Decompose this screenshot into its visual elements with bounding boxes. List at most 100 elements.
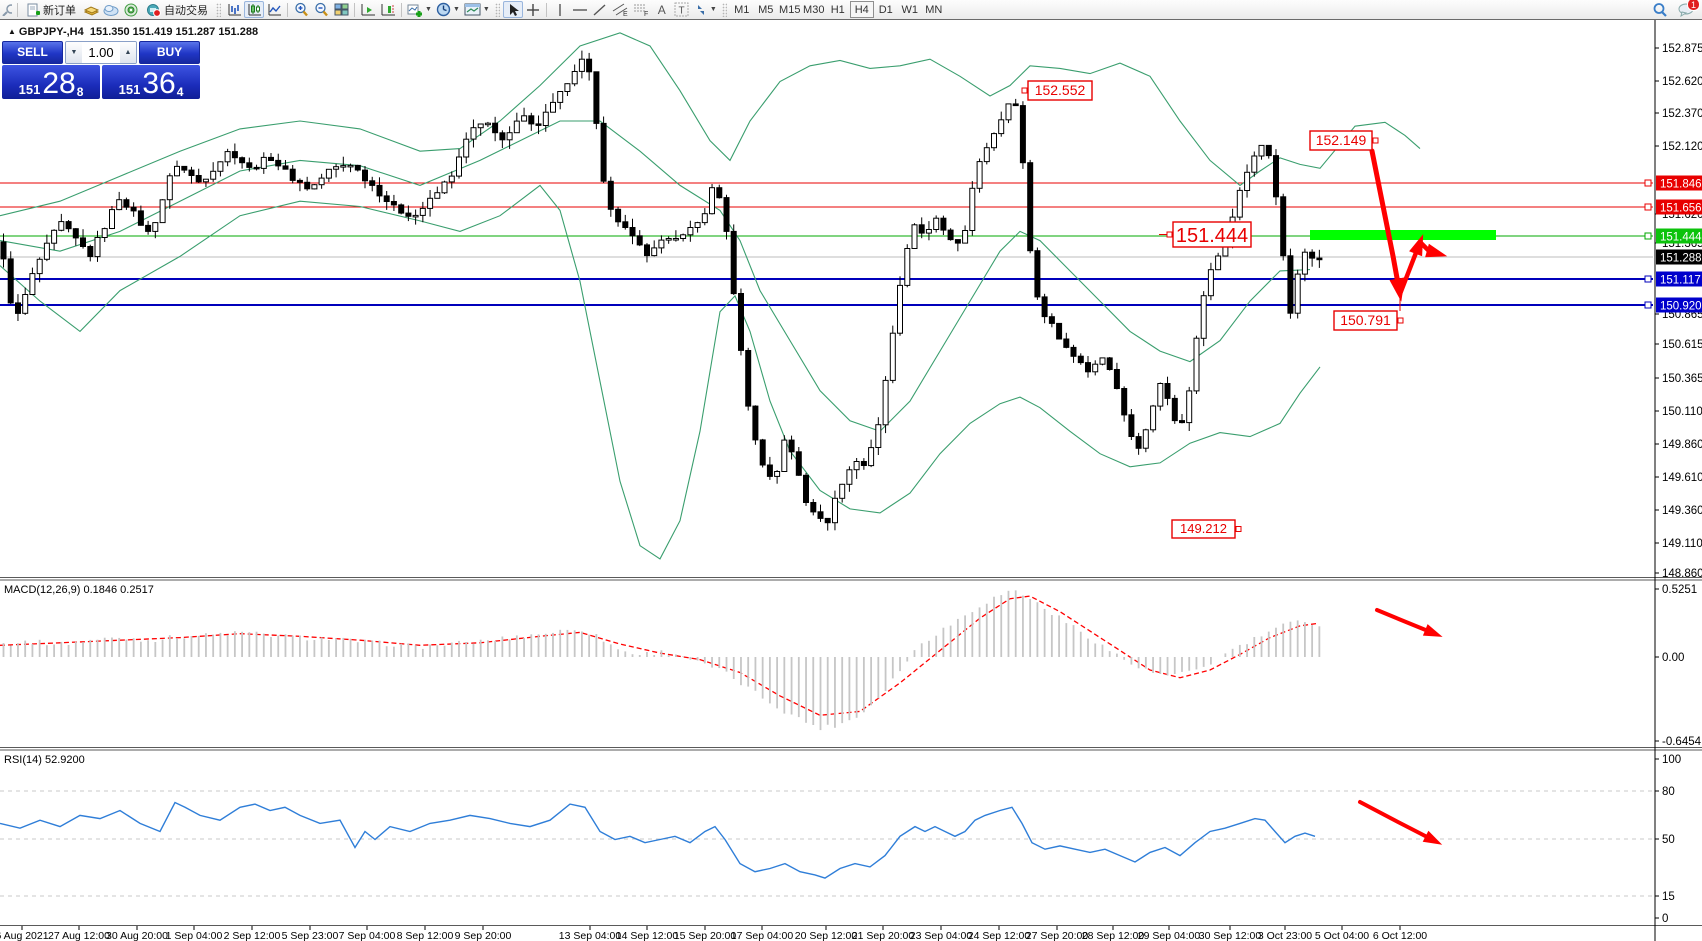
macd-title: MACD(12,26,9) 0.1846 0.2517 bbox=[4, 584, 154, 596]
sell-button[interactable]: SELL bbox=[2, 41, 63, 64]
toolbar-drag-handle[interactable] bbox=[721, 2, 727, 17]
macd-signal-line bbox=[0, 595, 1319, 716]
svg-text:149.212: 149.212 bbox=[1180, 521, 1227, 536]
svg-text:152.149: 152.149 bbox=[1316, 132, 1367, 148]
horizontal-line-tool-button[interactable] bbox=[570, 1, 590, 18]
svg-text:5 Sep 23:00: 5 Sep 23:00 bbox=[282, 930, 339, 941]
ask-price[interactable]: 151 36 4 bbox=[102, 65, 200, 99]
callout-box bbox=[1027, 80, 1093, 101]
ask-prefix: 151 bbox=[118, 82, 141, 97]
candle-chart-button[interactable] bbox=[244, 1, 264, 18]
zoom-in-button[interactable] bbox=[291, 1, 311, 18]
callout-box bbox=[1172, 221, 1252, 248]
new-order-button[interactable]: 新订单 bbox=[21, 1, 81, 18]
new-order-icon bbox=[27, 3, 40, 16]
green-zone-bar[interactable] bbox=[1310, 230, 1496, 240]
market-watch-button[interactable] bbox=[101, 1, 121, 18]
trendline-tool-button[interactable] bbox=[590, 1, 610, 18]
chart-canvas[interactable]: 152.552 152.149 151.444 150.791 149.212 152.8… bbox=[0, 20, 1702, 941]
rsi-line bbox=[0, 801, 1316, 879]
text-tool-button[interactable]: A bbox=[657, 2, 666, 17]
price-axis[interactable]: 152.875152.620152.370152.120151.620151.3… bbox=[1655, 43, 1702, 580]
toolbar-drag-handle[interactable] bbox=[216, 2, 221, 17]
timeframe-h1-button[interactable]: H1 bbox=[830, 3, 845, 16]
bid-big: 28 bbox=[42, 67, 76, 100]
toolbar-drag-handle[interactable] bbox=[494, 2, 500, 17]
chart-shift-button[interactable] bbox=[378, 1, 398, 18]
timeframe-m15-button[interactable]: M15 bbox=[779, 3, 801, 16]
axis-price-label bbox=[1656, 228, 1702, 244]
bar-chart-icon bbox=[228, 3, 241, 15]
volume-down-button[interactable]: ▼ bbox=[66, 42, 82, 63]
svg-text:2 Sep 12:00: 2 Sep 12:00 bbox=[224, 930, 281, 941]
svg-text:23 Sep 04:00: 23 Sep 04:00 bbox=[910, 930, 973, 941]
notifications-button[interactable]: 1 bbox=[1676, 0, 1700, 18]
volume-up-button[interactable]: ▲ bbox=[120, 42, 136, 63]
svg-text:1 Sep 04:00: 1 Sep 04:00 bbox=[166, 930, 223, 941]
buy-button[interactable]: BUY bbox=[139, 41, 200, 64]
autotrading-label: 自动交易 bbox=[164, 4, 208, 17]
timeframe-d1-button[interactable]: D1 bbox=[878, 3, 893, 16]
search-icon bbox=[1653, 2, 1667, 17]
timeframe-m30-button[interactable]: M30 bbox=[803, 3, 825, 16]
search-button[interactable] bbox=[1650, 1, 1670, 18]
trendline-icon bbox=[593, 3, 606, 16]
zoom-out-button[interactable] bbox=[311, 1, 331, 18]
svg-text:149.860: 149.860 bbox=[1662, 439, 1702, 451]
fibonacci-icon: F bbox=[633, 4, 648, 17]
macd-arrow[interactable] bbox=[1375, 608, 1443, 637]
cursor-tool-button[interactable] bbox=[502, 1, 523, 18]
indicators-button[interactable]: ▼ bbox=[405, 1, 434, 18]
timeframe-w1-button[interactable]: W1 bbox=[901, 3, 919, 16]
text-label-tool-button[interactable]: T bbox=[672, 1, 692, 18]
callout-box bbox=[1309, 130, 1373, 151]
svg-text:9 Sep 20:00: 9 Sep 20:00 bbox=[455, 930, 512, 941]
ask-big: 36 bbox=[142, 67, 176, 100]
timeframe-mn-button[interactable]: MN bbox=[925, 3, 943, 16]
signals-button[interactable] bbox=[121, 1, 141, 18]
autotrading-icon bbox=[147, 3, 161, 17]
channel-letter: E bbox=[623, 11, 628, 17]
timeframe-m5-button[interactable]: M5 bbox=[758, 3, 774, 16]
bollinger-middle bbox=[0, 120, 1311, 432]
svg-text:6 Oct 12:00: 6 Oct 12:00 bbox=[1373, 930, 1427, 941]
tile-windows-button[interactable] bbox=[331, 1, 351, 18]
svg-text:21 Sep 20:00: 21 Sep 20:00 bbox=[852, 930, 915, 941]
label-letter: T bbox=[678, 6, 684, 17]
crosshair-tool-button[interactable] bbox=[523, 1, 543, 18]
ohlc-values: 151.350 151.419 151.287 151.288 bbox=[89, 26, 259, 38]
bar-chart-button[interactable] bbox=[224, 1, 244, 18]
autotrading-button[interactable]: 自动交易 bbox=[141, 1, 213, 18]
auto-scroll-button[interactable] bbox=[358, 1, 378, 18]
svg-text:50: 50 bbox=[1662, 834, 1675, 846]
vertical-line-tool-button[interactable] bbox=[550, 1, 570, 18]
fibo-letter: F bbox=[644, 11, 648, 17]
callout-box bbox=[1333, 310, 1398, 331]
line-chart-button[interactable] bbox=[264, 1, 284, 18]
trend-arrows[interactable] bbox=[1369, 148, 1448, 302]
periods-button[interactable]: ▼ bbox=[434, 1, 462, 18]
chart-shift-icon bbox=[381, 3, 395, 15]
arrows-tool-button[interactable]: ▼ bbox=[692, 1, 719, 18]
timeframe-m1-button[interactable]: M1 bbox=[734, 3, 750, 16]
favorites-button[interactable] bbox=[81, 1, 101, 18]
fibonacci-tool-button[interactable]: F bbox=[631, 1, 652, 18]
equidistant-channel-icon: E bbox=[612, 3, 628, 17]
auto-scroll-icon bbox=[361, 3, 375, 15]
svg-text:30 Sep 12:00: 30 Sep 12:00 bbox=[1199, 930, 1262, 941]
channel-tool-button[interactable]: E bbox=[610, 1, 631, 18]
rsi-arrow[interactable] bbox=[1358, 800, 1443, 845]
one-click-trading-panel: SELL ▼ ▲ BUY 151 28 8 151 36 4 bbox=[2, 41, 200, 99]
axis-price-label bbox=[1656, 249, 1702, 265]
timeframe-h4-button[interactable]: H4 bbox=[849, 1, 874, 18]
volume-input[interactable] bbox=[82, 42, 120, 63]
svg-text:80: 80 bbox=[1662, 786, 1675, 798]
templates-button[interactable]: ▼ bbox=[462, 1, 492, 18]
price-callouts[interactable]: 152.552 152.149 151.444 150.791 149.212 bbox=[1021, 80, 1404, 539]
bid-price[interactable]: 151 28 8 bbox=[2, 65, 100, 99]
svg-text:150.615: 150.615 bbox=[1662, 339, 1702, 351]
svg-text:149.360: 149.360 bbox=[1662, 505, 1702, 517]
axis-price-label bbox=[1656, 297, 1702, 313]
